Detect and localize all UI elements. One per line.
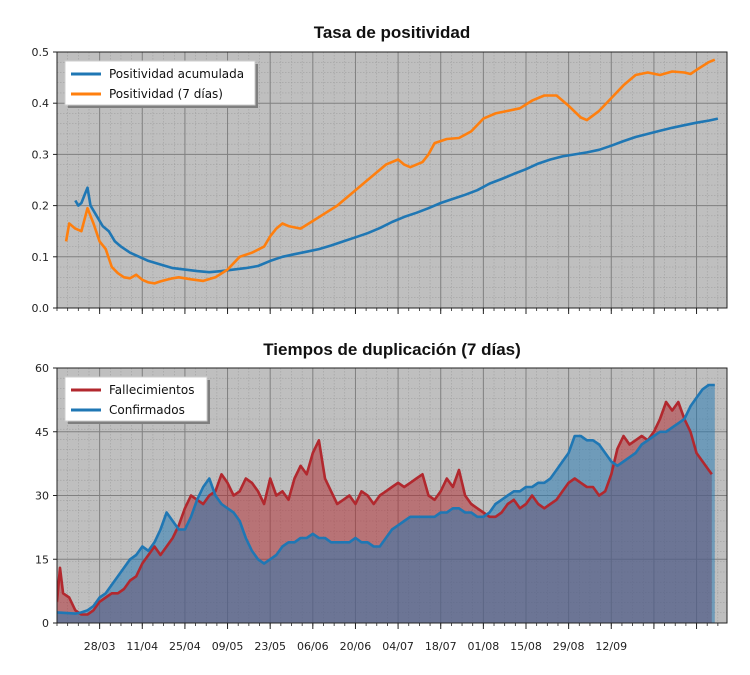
y-tick-label: 0.3: [32, 148, 50, 161]
x-tick-label: 15/08: [510, 640, 542, 653]
chart-title-doubling: Tiempos de duplicación (7 días): [263, 340, 521, 359]
series-line-fallecimientos: [57, 400, 713, 616]
series-layer: [57, 383, 715, 623]
legend-box: [64, 376, 208, 422]
y-tick-label: 15: [35, 553, 49, 566]
x-tick-label: 25/04: [169, 640, 201, 653]
axes-frame: [56, 367, 728, 624]
x-tick-label: 04/07: [382, 640, 414, 653]
positivity-chart: 0.0 0.1 0.2 0.3 0.4 0.5 Positividad acumulada P…: [32, 46, 728, 315]
legend-label: Fallecimientos: [109, 383, 194, 397]
y-tick-label: 0.2: [32, 200, 50, 213]
x-tick-label: 23/05: [254, 640, 286, 653]
legend-label: Positividad (7 días): [109, 87, 223, 101]
y-tick-label: 0.1: [32, 251, 50, 264]
legend-box: [64, 60, 256, 106]
series-line-confirmados: [57, 383, 715, 615]
x-tick-label: 01/08: [468, 640, 500, 653]
x-tick-label: 12/09: [595, 640, 627, 653]
x-tick-label: 18/07: [425, 640, 457, 653]
x-tick-label: 28/03: [84, 640, 116, 653]
x-tick-label: 29/08: [553, 640, 585, 653]
y-tick-label: 45: [35, 426, 49, 439]
x-tick-label: 06/06: [297, 640, 329, 653]
legend-label: Positividad acumulada: [109, 67, 244, 81]
series-line-positividad-acumulada: [74, 117, 719, 274]
y-tick-label: 0.0: [32, 302, 50, 315]
y-tick-label: 0.4: [32, 97, 50, 110]
series-layer: [64, 58, 719, 285]
y-tick-label: 60: [35, 362, 49, 375]
x-tick-label: 09/05: [212, 640, 244, 653]
series-area-confirmados: [57, 385, 715, 623]
y-tick-label: 30: [35, 490, 49, 503]
doubling-time-chart: 0 15 30 45 60 Fallecimientos Confirmados 28/03 1…: [35, 362, 728, 653]
y-tick-label: 0: [42, 617, 49, 630]
x-tick-label: 20/06: [340, 640, 372, 653]
series-line-positividad-7-d-as-: [64, 58, 716, 285]
chart-title-positivity: Tasa de positividad: [314, 23, 471, 42]
legend-label: Confirmados: [109, 403, 185, 417]
axes-frame: [56, 51, 728, 309]
y-tick-label: 0.5: [32, 46, 50, 59]
x-tick-label: 11/04: [126, 640, 158, 653]
